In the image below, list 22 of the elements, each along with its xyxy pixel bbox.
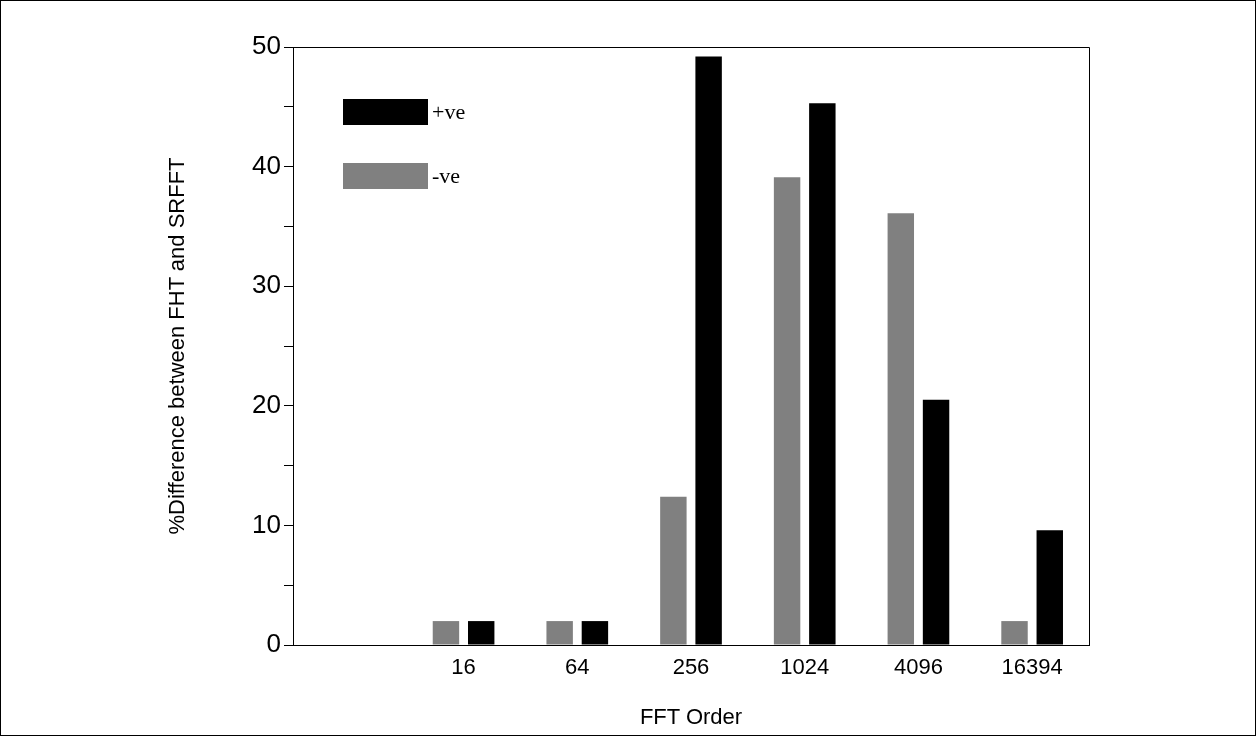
bar bbox=[546, 621, 573, 645]
bar bbox=[887, 213, 915, 645]
legend-label: +ve bbox=[432, 99, 466, 125]
x-axis-title: FFT Order bbox=[639, 703, 743, 729]
y-tick-label: 20 bbox=[252, 388, 281, 419]
legend-label: -ve bbox=[432, 163, 461, 189]
x-tick-label: 256 bbox=[672, 654, 710, 680]
y-tick-label: 50 bbox=[252, 30, 281, 61]
x-tick-label: 16 bbox=[451, 654, 476, 680]
x-tick-label: 16394 bbox=[1001, 654, 1063, 680]
bar bbox=[660, 496, 687, 645]
y-tick-label: 10 bbox=[252, 508, 281, 539]
y-tick-label: 0 bbox=[266, 628, 281, 659]
y-tick-label: 40 bbox=[252, 149, 281, 180]
bar bbox=[773, 177, 801, 645]
x-tick-label: 4096 bbox=[893, 654, 943, 680]
y-axis-title: %Difference between FHT and SRFFT bbox=[164, 157, 190, 535]
bar bbox=[1001, 621, 1028, 645]
x-tick-label: 1024 bbox=[780, 654, 830, 680]
x-tick-label: 64 bbox=[565, 654, 590, 680]
y-tick-label: 30 bbox=[252, 269, 281, 300]
bar bbox=[432, 621, 460, 645]
